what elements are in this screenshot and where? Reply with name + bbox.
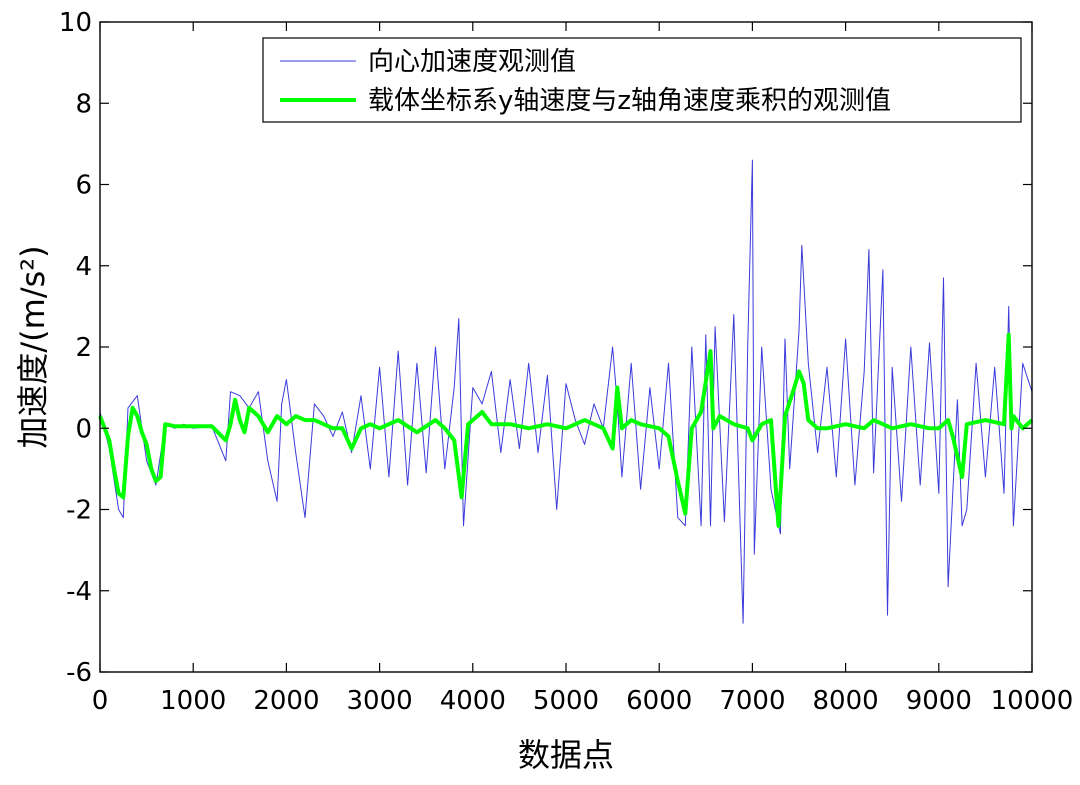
x-tick-label: 8000	[813, 686, 879, 716]
x-tick-label: 2000	[253, 686, 319, 716]
y-tick-label: 10	[59, 8, 92, 38]
series-line-product	[98, 332, 1034, 528]
y-tick-label: 6	[75, 171, 92, 201]
x-axis-title: 数据点	[518, 736, 614, 774]
x-tick-label: 0	[92, 686, 109, 716]
legend-box	[262, 37, 1022, 123]
x-tick-label: 3000	[347, 686, 413, 716]
legend-label-centripetal: 向心加速度观测值	[368, 47, 576, 77]
x-tick-label: 5000	[533, 686, 599, 716]
y-tick-label: -6	[66, 658, 92, 688]
series-line-centripetal	[99, 159, 1033, 624]
x-tick-label: 7000	[719, 686, 785, 716]
x-tick-label: 6000	[626, 686, 692, 716]
y-tick-label: 0	[75, 414, 92, 444]
y-tick-label: 4	[75, 252, 92, 282]
y-tick-label: 2	[75, 333, 92, 363]
legend-label-product: 载体坐标系y轴速度与z轴角速度乘积的观测值	[368, 86, 891, 116]
y-tick-label: -4	[66, 577, 92, 607]
x-tick-label: 9000	[906, 686, 972, 716]
legend: 向心加速度观测值 载体坐标系y轴速度与z轴角速度乘积的观测值	[262, 37, 1022, 123]
series-layer	[98, 159, 1034, 624]
tick-layer: 0 1000 2000 3000 4000 5000 6000 7000 8000 9000 100…	[59, 8, 1073, 716]
y-axis-title: 加速度/(m/s²)	[14, 245, 52, 448]
y-tick-label: -2	[66, 496, 92, 526]
y-tick-label: 8	[75, 89, 92, 119]
x-tick-label: 4000	[440, 686, 506, 716]
x-tick-label: 10000	[991, 686, 1074, 716]
x-tick-label: 1000	[160, 686, 226, 716]
